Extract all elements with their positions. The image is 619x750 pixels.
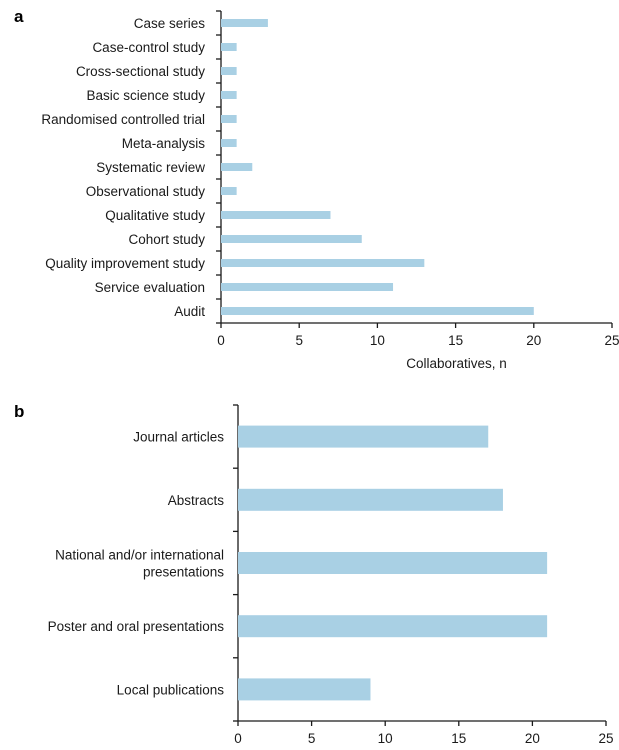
panel-a-category-label: Basic science study — [86, 88, 205, 103]
panel-a-chart: Case series Case-control study Cross-secti… — [41, 10, 619, 371]
panel-a-category-label: Observational study — [86, 184, 206, 199]
panel-b-x-tick-label: 10 — [378, 731, 393, 746]
panel-a-category-label: Meta-analysis — [122, 136, 206, 151]
panel-a-category-label: Cross-sectional study — [76, 64, 205, 79]
panel-b-category-label: Abstracts — [168, 493, 225, 508]
panel-b-x-tick-label: 5 — [308, 731, 316, 746]
panel-a-category-label: Quality improvement study — [45, 256, 205, 271]
panel-b-category-label: Journal articles — [133, 430, 224, 445]
panel-a-bar — [221, 235, 362, 243]
panel-a-x-tick-label: 5 — [295, 333, 303, 348]
panel-a-bar — [221, 67, 237, 75]
panel-a-bar — [221, 163, 253, 171]
panel-b-chart: Journal articles Abstracts National and/or… — [48, 404, 614, 746]
panel-a-bar — [221, 19, 268, 27]
panel-a-bar — [221, 211, 331, 219]
panel-b-x-tick-label: 25 — [598, 731, 613, 746]
panel-b-category-label: National and/or international — [55, 548, 224, 563]
panel-a-x-tick-label: 10 — [370, 333, 385, 348]
panel-b-x-tick-label: 15 — [451, 731, 466, 746]
panel-b-label: b — [14, 402, 24, 421]
panel-a-label: a — [14, 7, 24, 26]
panel-b-x-tick-label: 0 — [234, 731, 242, 746]
panel-b-bar — [238, 615, 548, 638]
panel-a-x-tick-label: 25 — [604, 333, 619, 348]
panel-a-category-label: Systematic review — [96, 160, 205, 175]
panel-b-bar — [238, 678, 371, 701]
panel-b-category-label: Poster and oral presentations — [48, 619, 225, 634]
panel-a-x-tick-label: 0 — [217, 333, 225, 348]
panel-a-bar — [221, 139, 237, 147]
panel-a-bar — [221, 187, 237, 195]
panel-a-category-label: Service evaluation — [95, 280, 205, 295]
panel-a-bar — [221, 115, 237, 123]
panel-a-category-label: Cohort study — [128, 232, 205, 247]
panel-a-bar — [221, 307, 534, 315]
panel-a-bar — [221, 91, 237, 99]
panel-b-category-label: presentations — [143, 565, 224, 580]
panel-a-x-tick-label: 20 — [526, 333, 541, 348]
panel-b-bar — [238, 552, 548, 574]
panel-a-x-axis-title: Collaboratives, n — [406, 356, 507, 371]
panel-a-category-label: Case series — [134, 16, 206, 31]
panel-a-category-label: Audit — [174, 304, 205, 319]
panel-a-bar — [221, 259, 425, 267]
panel-b-bar — [238, 488, 503, 511]
panel-b-bar — [238, 425, 489, 448]
panel-a-x-tick-label: 15 — [448, 333, 463, 348]
panel-a-category-label: Randomised controlled trial — [41, 112, 205, 127]
panel-b-x-tick-label: 20 — [525, 731, 540, 746]
panel-a-category-label: Qualitative study — [105, 208, 205, 223]
panel-a-bar — [221, 283, 394, 291]
panel-b-category-label: Local publications — [117, 682, 225, 697]
panel-a-category-label: Case-control study — [92, 40, 205, 55]
panel-a-bar — [221, 43, 237, 51]
